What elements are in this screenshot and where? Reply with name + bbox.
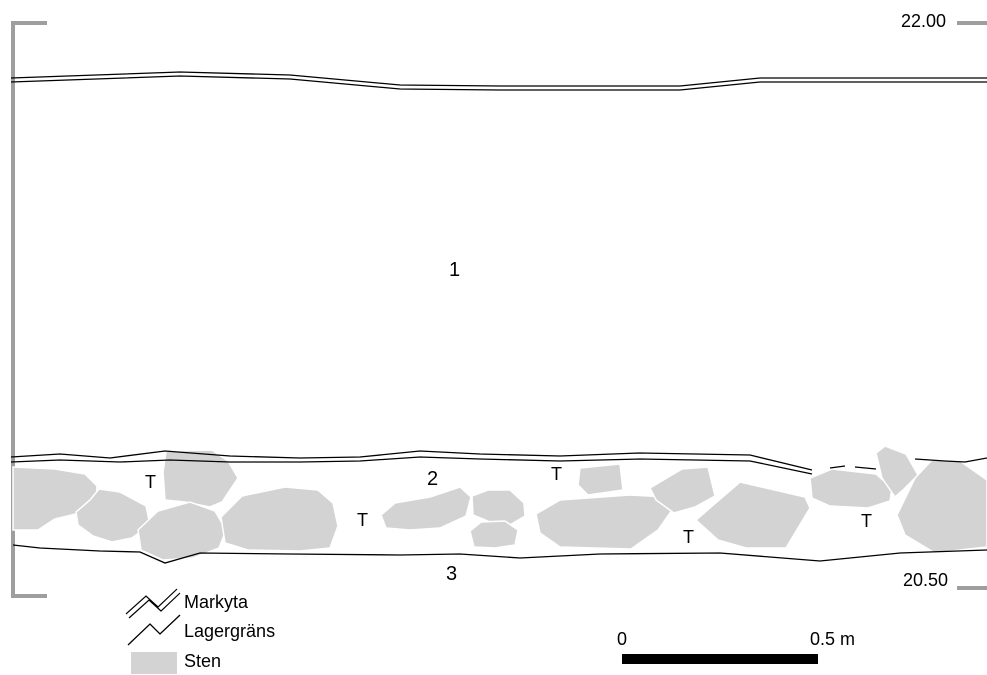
stone	[577, 463, 624, 496]
layer-2-label: 2	[427, 468, 438, 490]
elevation-bottom-label: 20.50	[903, 570, 948, 590]
layer-boundary-1-2-upper	[10, 450, 813, 471]
layer-boundary-1-2-lower	[10, 456, 813, 475]
layer-boundary-fragment	[829, 465, 846, 469]
layer-boundary-fragment	[914, 457, 987, 463]
sten-swatch-icon	[131, 652, 177, 674]
elevation-bottom-marker: 20.50	[903, 570, 987, 590]
stone	[809, 468, 893, 509]
t-marker: T	[861, 511, 872, 531]
layer-1-label: 1	[449, 259, 460, 281]
elevation-top-label: 22.00	[901, 11, 946, 31]
stone	[649, 466, 716, 514]
legend-lagergrans: Lagergräns	[127, 614, 275, 646]
stone	[137, 501, 227, 561]
stone	[471, 489, 526, 526]
legend-lagergrans-label: Lagergräns	[184, 621, 275, 641]
stone	[75, 488, 151, 543]
scale-bar-start-label: 0	[617, 629, 627, 649]
stone	[535, 494, 673, 550]
scale-bar-rule	[622, 654, 818, 664]
lagergrans-symbol-icon	[127, 614, 181, 646]
legend-sten-label: Sten	[184, 651, 221, 671]
layer-boundary-fragment	[854, 466, 877, 470]
t-marker: T	[551, 464, 562, 484]
stones	[12, 445, 987, 561]
legend-markyta-label: Markyta	[184, 592, 249, 612]
elevation-top-marker: 22.00	[901, 11, 987, 31]
ground-surface	[10, 71, 987, 91]
stone	[896, 459, 987, 554]
t-marker: T	[357, 510, 368, 530]
scale-bar-end-label: 0.5 m	[810, 629, 855, 649]
legend: Markyta Lagergräns Sten	[125, 588, 275, 674]
stone	[380, 486, 472, 531]
legend-sten: Sten	[131, 651, 221, 674]
layer-boundary-2-3	[12, 544, 987, 564]
stone	[694, 481, 811, 549]
t-marker: T	[145, 472, 156, 492]
stone	[220, 486, 339, 552]
stone	[875, 445, 919, 499]
legend-markyta: Markyta	[125, 588, 249, 619]
layer-boundaries	[10, 450, 987, 564]
scale-bar: 0 0.5 m	[617, 629, 855, 664]
layer-3-label: 3	[446, 563, 457, 585]
ground-surface-line-lower	[10, 75, 987, 91]
stone	[162, 449, 239, 508]
frame-bracket	[11, 21, 47, 598]
markyta-symbol-icon	[125, 588, 181, 619]
t-marker: T	[683, 527, 694, 547]
stone	[469, 520, 519, 549]
ground-surface-line-upper	[10, 71, 987, 87]
section-frame	[11, 21, 47, 598]
